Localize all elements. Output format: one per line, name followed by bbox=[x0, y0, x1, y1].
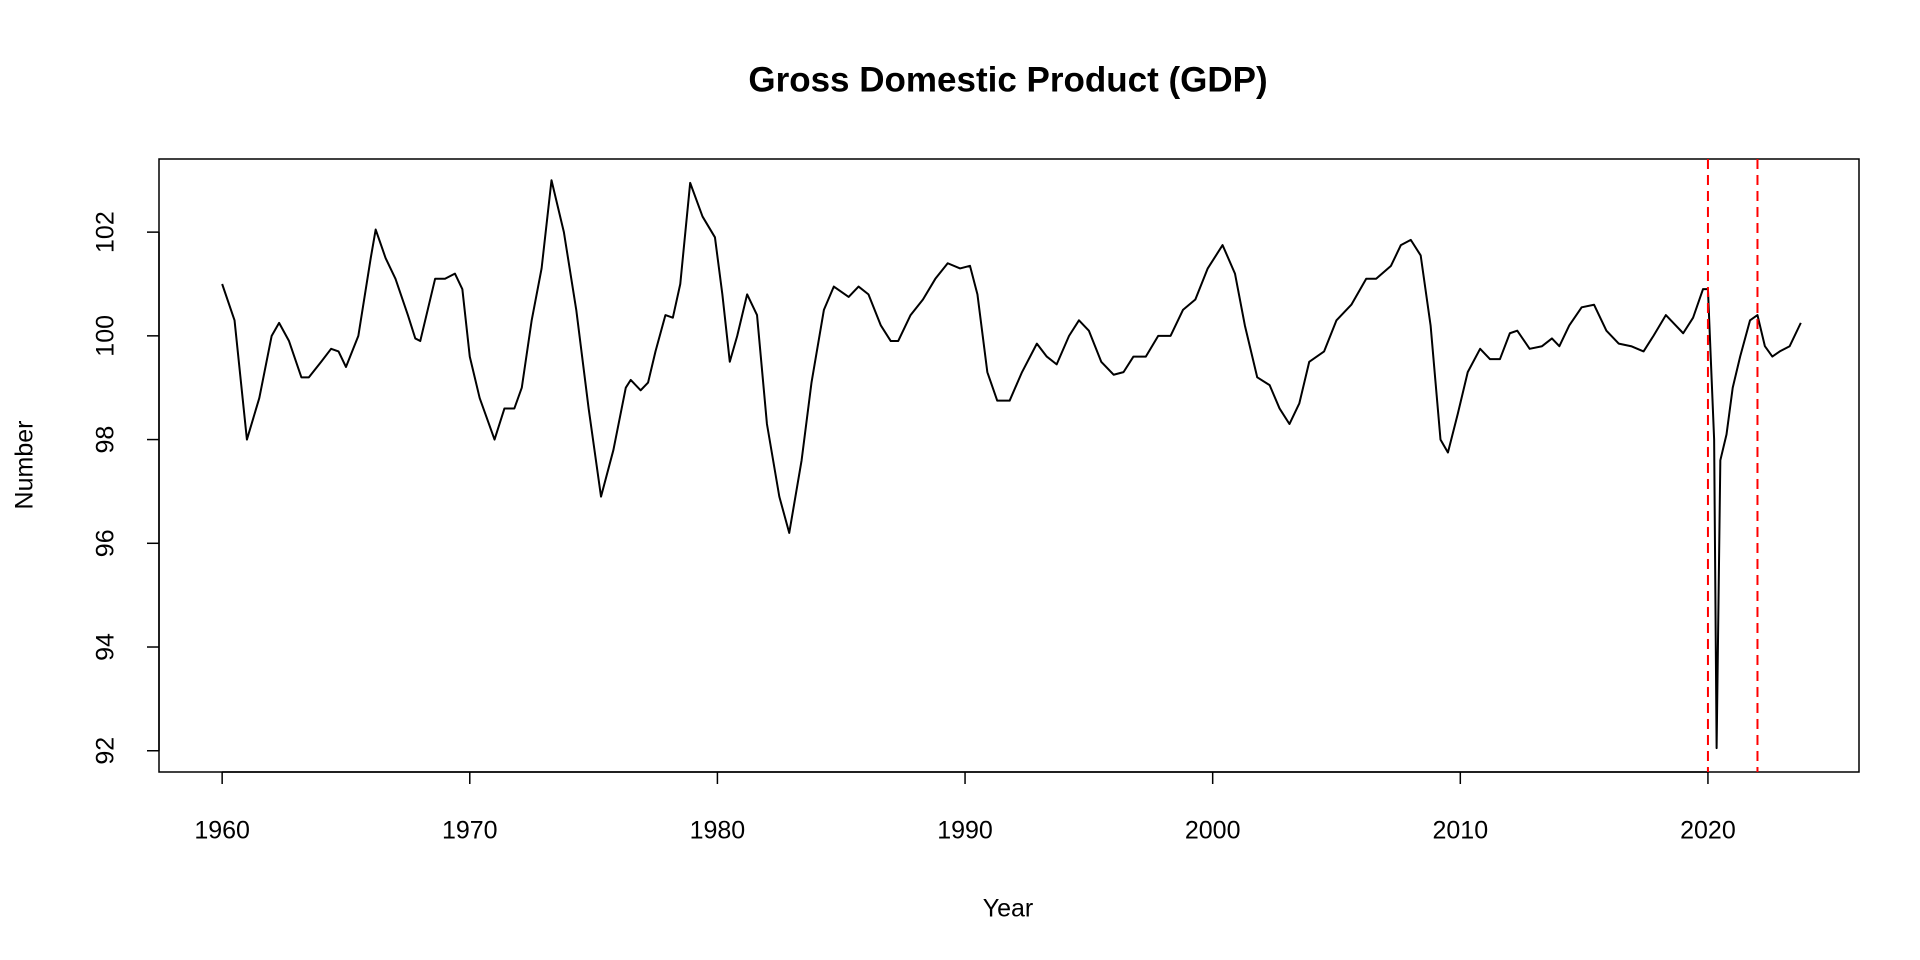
y-tick-label: 100 bbox=[92, 315, 120, 357]
x-tick-label: 1980 bbox=[690, 817, 746, 845]
y-tick-label: 92 bbox=[92, 737, 120, 765]
plot-frame bbox=[158, 158, 1860, 773]
x-axis-label: Year bbox=[983, 895, 1034, 923]
x-tick-label: 2010 bbox=[1432, 817, 1488, 845]
x-tick-label: 2020 bbox=[1680, 817, 1736, 845]
y-axis-label: Number bbox=[11, 421, 39, 510]
data-line bbox=[221, 179, 1802, 750]
x-tick-label: 1990 bbox=[937, 817, 993, 845]
chart-title: Gross Domestic Product (GDP) bbox=[748, 60, 1267, 99]
y-tick-label: 98 bbox=[92, 426, 120, 454]
x-tick-label: 1960 bbox=[194, 817, 250, 845]
y-tick-label: 102 bbox=[92, 211, 120, 253]
x-tick-label: 2000 bbox=[1185, 817, 1241, 845]
x-tick-label: 1970 bbox=[442, 817, 498, 845]
y-tick-label: 94 bbox=[92, 633, 120, 661]
y-tick-label: 96 bbox=[92, 529, 120, 557]
